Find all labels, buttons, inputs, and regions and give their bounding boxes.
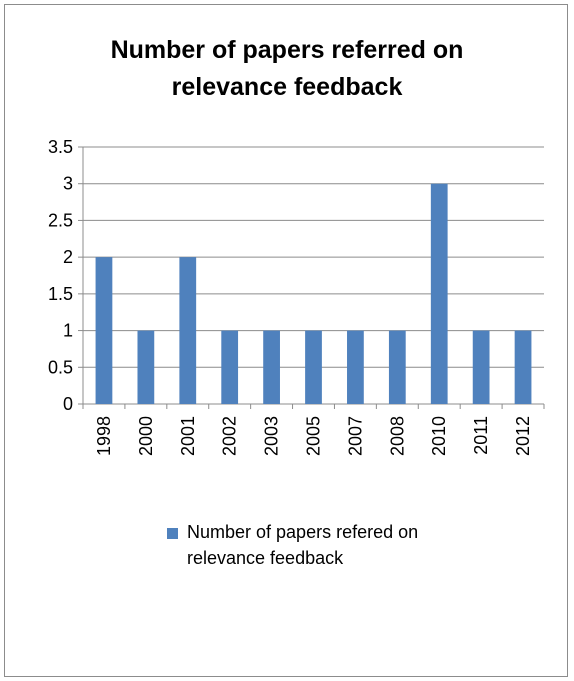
x-tick-label-2010: 2010 xyxy=(429,416,449,456)
bar-2008 xyxy=(388,330,406,404)
y-tick-label-5: 2.5 xyxy=(48,210,73,230)
bar-2003 xyxy=(263,330,280,404)
y-tick-label-2: 1 xyxy=(63,321,73,341)
x-tick-label-2000: 2000 xyxy=(136,416,156,456)
x-tick-label-1998: 1998 xyxy=(94,416,114,456)
bar-2010 xyxy=(430,183,448,404)
chart-title-line-1: Number of papers referred on xyxy=(110,36,464,64)
y-tick-label-0: 0 xyxy=(63,394,73,414)
bar-2000 xyxy=(137,330,155,404)
bar-1998 xyxy=(95,257,113,404)
legend-label: Number of papers refered on relevance fe… xyxy=(187,522,419,568)
x-tick-label-2011: 2011 xyxy=(471,416,491,455)
y-tick-label-6: 3 xyxy=(63,174,73,194)
chart-title: Number of papers referred on relevance f… xyxy=(0,32,574,106)
chart-title-line-2: relevance feedback xyxy=(171,73,403,101)
bar-2012 xyxy=(514,330,532,404)
x-tick-label-2005: 2005 xyxy=(304,416,324,456)
bar-2002 xyxy=(221,330,239,404)
bar-2001 xyxy=(179,257,197,404)
bar-2005 xyxy=(305,330,322,404)
bar-2011 xyxy=(472,330,490,404)
y-tick-label-3: 1.5 xyxy=(48,284,73,304)
x-tick-label-2007: 2007 xyxy=(345,416,365,456)
x-tick-label-2008: 2008 xyxy=(387,416,407,456)
x-tick-label-2012: 2012 xyxy=(513,416,533,456)
y-tick-label-1: 0.5 xyxy=(48,357,73,377)
y-tick-label-4: 2 xyxy=(63,247,73,267)
x-tick-label-2001: 2001 xyxy=(178,416,198,456)
x-tick-label-2003: 2003 xyxy=(262,416,282,456)
legend-swatch xyxy=(167,528,178,539)
y-tick-label-7: 3.5 xyxy=(48,137,73,157)
bar-2007 xyxy=(347,330,364,404)
x-tick-label-2002: 2002 xyxy=(220,416,240,456)
